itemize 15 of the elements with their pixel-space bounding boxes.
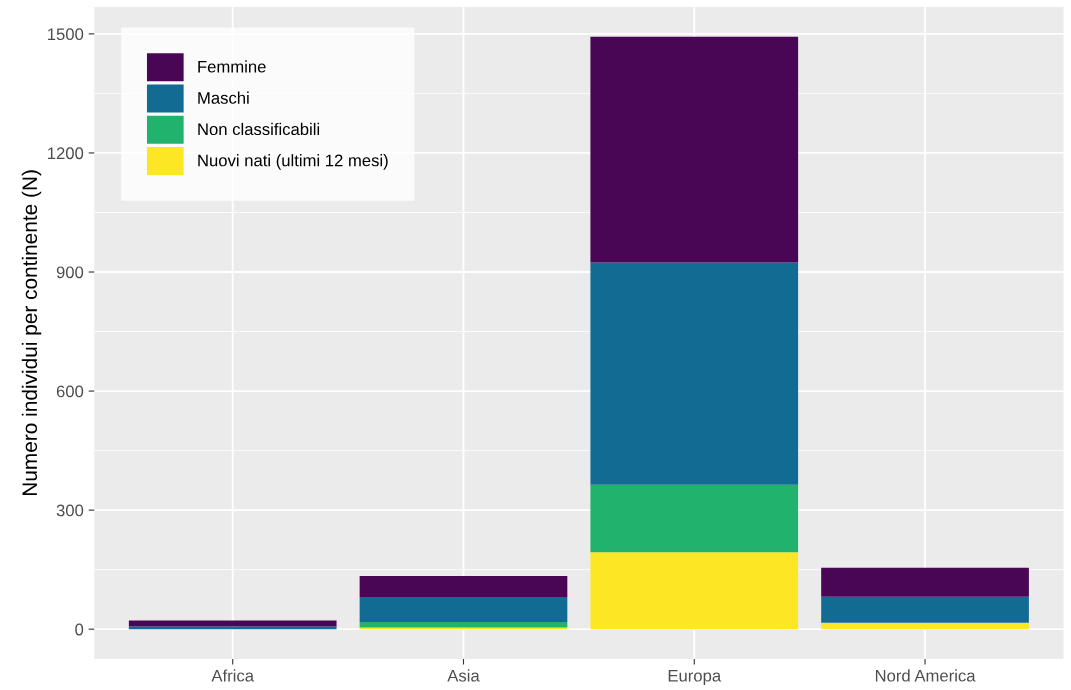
- y-tick-label: 300: [56, 504, 84, 517]
- x-tick-label: Europa: [668, 669, 722, 685]
- x-tick-label: Africa: [211, 669, 255, 682]
- y-tick-label: 0: [75, 623, 84, 636]
- y-tick-label: 600: [56, 385, 84, 398]
- legend-label: Femmine: [198, 60, 266, 73]
- y-tick-label: 1500: [48, 28, 84, 41]
- legend-label: Maschi: [198, 91, 249, 104]
- legend-label: Non classificabili: [198, 122, 320, 136]
- y-tick-label: 1200: [48, 147, 84, 160]
- legend-label: Nuovi nati (ultimi 12 mesi): [198, 154, 388, 170]
- y-axis-title: Numero individui per continente (N): [21, 170, 42, 496]
- y-tick-label: 900: [56, 266, 84, 279]
- x-tick-label: Nord America: [875, 669, 976, 682]
- x-tick-label: Asia: [447, 669, 480, 682]
